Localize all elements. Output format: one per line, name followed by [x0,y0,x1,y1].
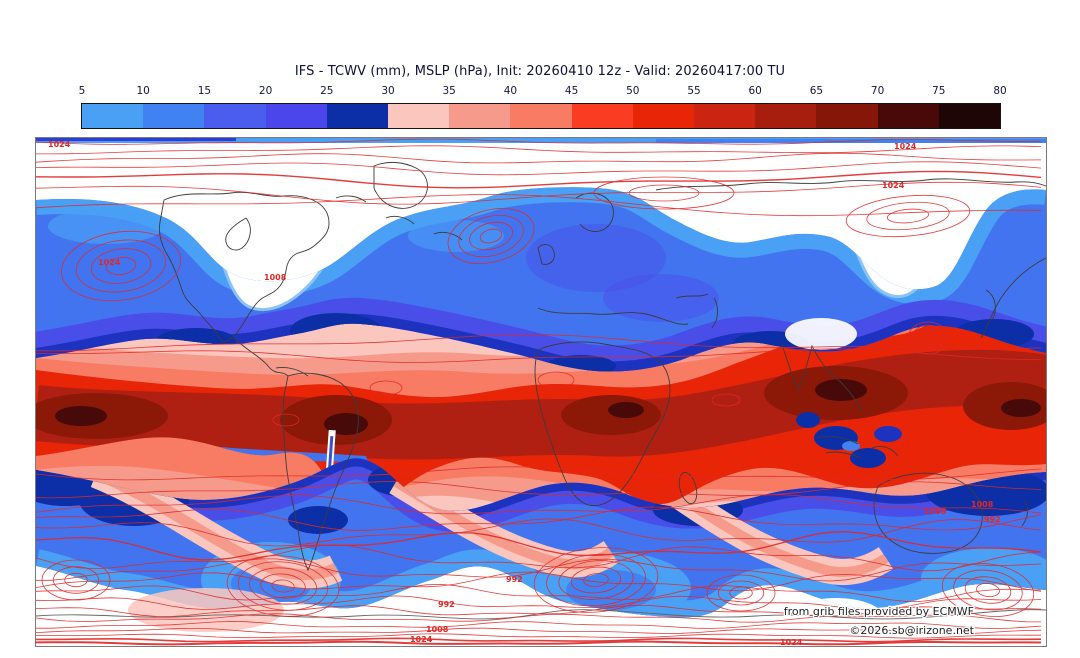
colorbar-cell [143,104,205,128]
coastlines [36,161,1046,620]
pressure-label: 1024 [410,635,433,644]
colorbar-tick: 80 [993,85,1007,97]
colorbar-cell [510,104,572,128]
credit-copyright: ©2026.sb@irizone.net [849,624,974,637]
world-map: 1024 1024 1024 1024 1008 992 992 1008 1024 1008 99… [35,137,1047,647]
colorbar-tick: 55 [687,85,701,97]
colorbar-tick: 60 [748,85,762,97]
colorbar-tick: 5 [78,85,86,97]
colorbar-cell [449,104,511,128]
chart-title: IFS - TCWV (mm), MSLP (hPa), Init: 20260… [294,64,786,79]
colorbar-tick: 35 [442,85,456,97]
colorbar-tick: 25 [320,85,334,97]
pressure-label: 1024 [894,142,917,151]
colorbar-tick: 10 [136,85,150,97]
pressure-label: 1008 [426,625,449,634]
colorbar-cell [204,104,266,128]
pressure-label: 1024 [780,638,803,646]
colorbar-cell [265,104,327,128]
colorbar-cell [755,104,817,128]
pressure-label: 1024 [48,140,71,149]
colorbar [81,103,1001,129]
colorbar-tick: 65 [809,85,824,97]
colorbar-cell [694,104,756,128]
pressure-label: 1024 [882,181,905,190]
colorbar-cell [326,104,389,128]
colorbar-tick: 70 [870,85,885,97]
colorbar-cell [82,104,144,128]
pressure-label: 992 [506,575,523,584]
colorbar-cell [571,104,633,128]
colorbar-cell [632,104,695,128]
pressure-label: 1008 [924,507,947,516]
map-canvas: 1024 102410241024100899299210081024100899… [36,138,1046,646]
colorbar-tick: 50 [626,85,640,97]
colorbar-tick: 45 [564,85,579,97]
pressure-labels: 1024 102410241024100899299210081024100899… [48,140,1001,646]
colorbar-ticks: 5 10 15 20 25 30 35 40 45 50 55 60 65 70 75 80 [0,85,1080,99]
pressure-label: 992 [984,515,1001,524]
colorbar-tick: 30 [381,85,395,97]
pressure-label: 1008 [264,273,287,282]
colorbar-tick: 75 [932,85,946,97]
colorbar-tick: 40 [503,85,518,97]
credit-source: from grib files provided by ECMWF [784,605,974,618]
colorbar-cell [816,104,878,128]
colorbar-cell [388,104,450,128]
pressure-label: 1024 [98,258,121,267]
colorbar-cell [877,104,939,128]
pressure-label: 992 [438,600,455,609]
colorbar-tick: 15 [197,85,212,97]
mslp-contours [36,138,1042,646]
colorbar-cell [938,104,1001,128]
colorbar-tick: 20 [258,85,273,97]
pressure-label: 1008 [971,500,994,509]
